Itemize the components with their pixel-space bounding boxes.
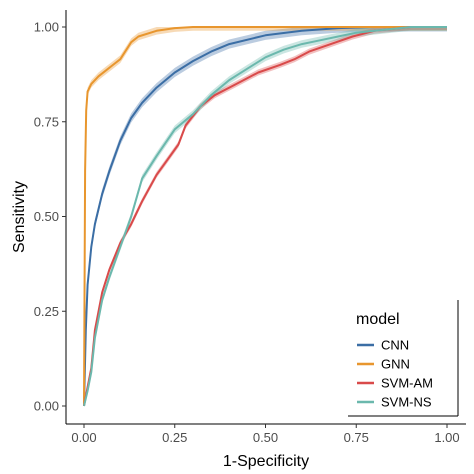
- gnn-legend-label: GNN: [381, 357, 410, 372]
- x-tick-label: 0.00: [71, 430, 96, 445]
- svm-ns-legend-label: SVM-NS: [381, 395, 432, 410]
- y-tick-label: 0.50: [34, 209, 59, 224]
- legend: model CNN GNN SVM-AM SVM-NS: [348, 300, 459, 417]
- y-tick-label: 0.00: [34, 399, 59, 414]
- x-tick-label: 0.75: [344, 430, 369, 445]
- x-tick-label: 0.50: [253, 430, 278, 445]
- roc-curves: [83, 26, 447, 407]
- cnn-legend-label: CNN: [381, 338, 409, 353]
- svm-am-legend-label: SVM-AM: [381, 376, 433, 391]
- x-tick-label: 0.25: [162, 430, 187, 445]
- y-axis-title: Sensitivity: [11, 181, 28, 253]
- y-tick-label: 0.75: [34, 114, 59, 129]
- gnn-line: [83, 26, 447, 407]
- x-tick-label: 1.00: [434, 430, 459, 445]
- axis-ticks: 0.00 0.25 0.50 0.75 1.00 0.00 0.25 0.50 0.75 1.00: [34, 20, 460, 446]
- svm-am-line: [83, 26, 447, 407]
- y-tick-label: 0.25: [34, 304, 59, 319]
- y-tick-label: 1.00: [34, 20, 59, 35]
- x-axis-title: 1-Specificity: [223, 453, 309, 470]
- legend-items: CNN GNN SVM-AM SVM-NS: [357, 338, 433, 410]
- svm-ns-line: [83, 26, 447, 407]
- cnn-line: [83, 26, 447, 407]
- legend-title: model: [356, 311, 400, 328]
